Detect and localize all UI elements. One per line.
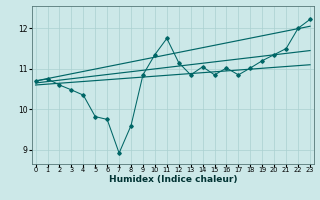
X-axis label: Humidex (Indice chaleur): Humidex (Indice chaleur) xyxy=(108,175,237,184)
